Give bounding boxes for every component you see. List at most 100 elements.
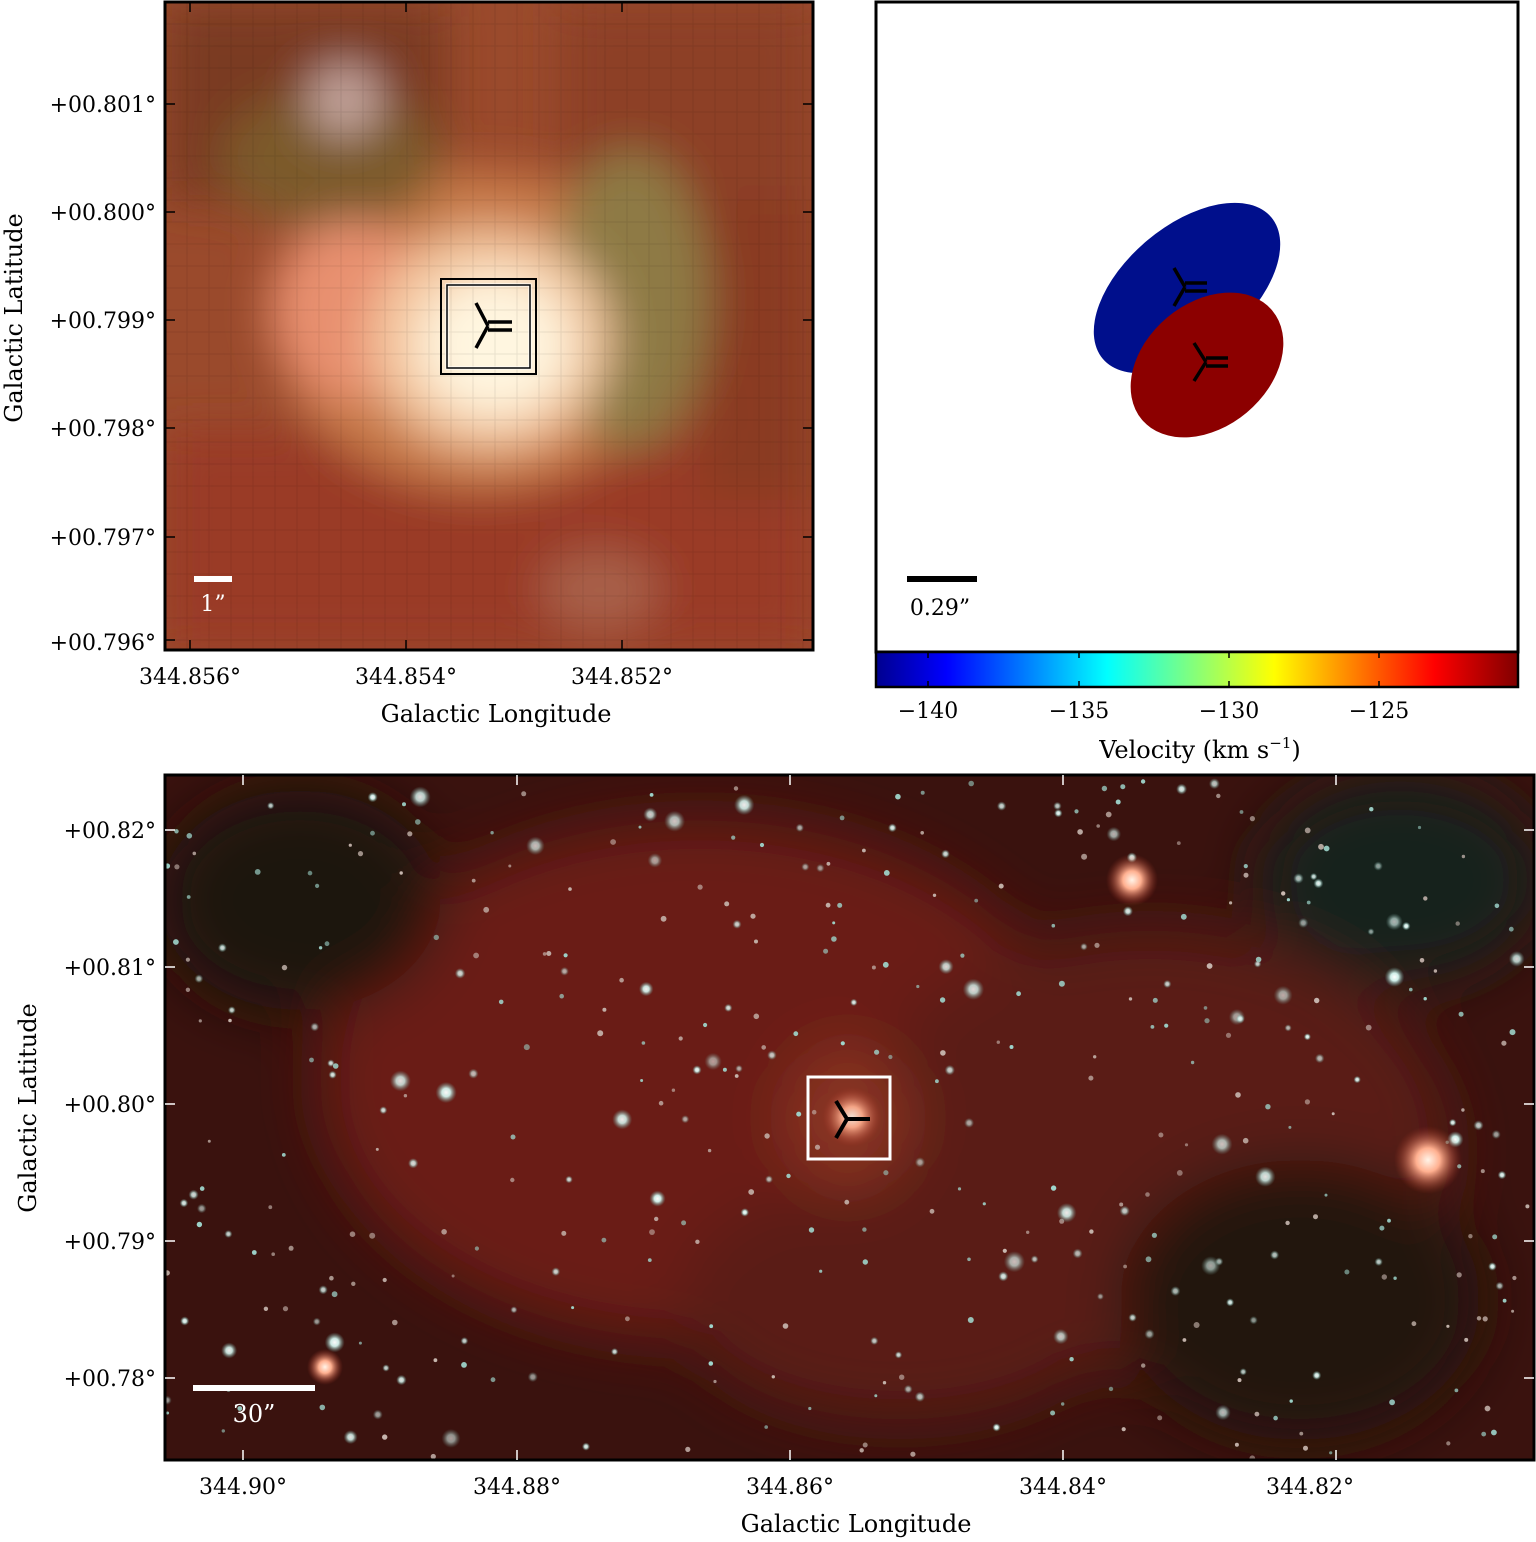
star: [1492, 1234, 1498, 1240]
colorbar-label-main: Velocity (km s: [1098, 736, 1269, 764]
star: [1270, 1250, 1280, 1260]
star: [831, 936, 837, 942]
star: [490, 831, 494, 835]
star: [473, 952, 479, 959]
star: [1190, 1060, 1195, 1065]
star: [1374, 1257, 1383, 1267]
star: [399, 871, 403, 875]
star: [1502, 1298, 1507, 1303]
star: [732, 919, 742, 929]
star: [1239, 810, 1244, 814]
star: [254, 869, 261, 875]
colorbar-ticklabels: −140 −135 −130 −125: [898, 699, 1409, 724]
star: [1089, 1229, 1094, 1234]
star: [967, 1317, 974, 1323]
ytick-label: +00.799°: [50, 309, 156, 334]
star: [1016, 991, 1021, 997]
star: [221, 1342, 238, 1359]
xtick-label: 344.86°: [746, 1475, 834, 1500]
star: [185, 987, 191, 992]
star: [733, 786, 739, 791]
star: [267, 802, 275, 810]
star: [1458, 1011, 1464, 1017]
star: [581, 1442, 591, 1451]
star: [1184, 1143, 1189, 1147]
star: [685, 1446, 691, 1452]
star: [759, 842, 765, 848]
star: [1152, 997, 1158, 1003]
star: [571, 1306, 575, 1310]
star: [1145, 1256, 1152, 1263]
star: [920, 831, 924, 835]
ytick-label: +00.82°: [64, 819, 156, 844]
star: [331, 1291, 338, 1298]
star: [369, 1232, 376, 1239]
star: [771, 1375, 775, 1379]
star: [1002, 1248, 1007, 1253]
star: [862, 848, 866, 853]
star: [795, 823, 804, 832]
star: [1141, 1363, 1146, 1368]
star: [382, 1277, 387, 1283]
star: [217, 943, 227, 953]
star: [1193, 1322, 1200, 1328]
star: [523, 1044, 530, 1051]
star: [761, 1045, 766, 1050]
bright-star: [1394, 1126, 1462, 1194]
star: [1094, 942, 1100, 948]
star: [454, 968, 466, 979]
star: [389, 1070, 411, 1092]
star: [640, 1079, 644, 1082]
ytick-label: +00.801°: [50, 93, 156, 118]
star: [597, 1030, 604, 1037]
star: [850, 998, 858, 1007]
star: [281, 964, 288, 971]
star: [192, 851, 197, 856]
star: [610, 839, 616, 845]
star: [941, 849, 950, 859]
star: [271, 1252, 276, 1256]
star: [1304, 1099, 1310, 1105]
top-left-yticks: +00.801° +00.800° +00.799° +00.798° +00.…: [50, 93, 156, 656]
star: [460, 1337, 469, 1345]
star: [1273, 985, 1293, 1005]
star: [748, 1189, 755, 1195]
star: [1481, 1431, 1487, 1437]
star: [358, 1341, 362, 1345]
star: [697, 884, 703, 890]
star: [1455, 921, 1460, 926]
star: [165, 1395, 172, 1405]
star: [957, 1187, 962, 1191]
star: [186, 895, 191, 899]
bottom-ylabel: Galactic Latitude: [14, 1003, 42, 1213]
xtick-label: 344.90°: [199, 1475, 287, 1500]
target-box-outer: [440, 278, 537, 375]
star: [1081, 853, 1088, 860]
star: [862, 1442, 868, 1448]
star: [960, 953, 965, 958]
star: [375, 1147, 379, 1151]
star: [1003, 1251, 1025, 1273]
star: [324, 1332, 345, 1353]
star: [709, 1324, 714, 1329]
star: [379, 1106, 388, 1115]
star: [654, 1216, 659, 1222]
star: [1387, 1218, 1391, 1223]
star: [793, 1031, 799, 1037]
top-right-velocity-panel: 0.29” −140 −135 −130 −125 Velocity (km s…: [874, 0, 1520, 764]
star: [490, 1377, 496, 1383]
star: [1061, 1402, 1065, 1406]
star: [1508, 926, 1514, 932]
star: [1508, 951, 1525, 967]
star: [1234, 1442, 1239, 1447]
star: [1151, 1232, 1157, 1238]
star: [1249, 1316, 1258, 1325]
star: [166, 1411, 170, 1415]
star: [474, 1246, 479, 1251]
star: [1243, 864, 1248, 869]
star: [1170, 1286, 1181, 1297]
star: [814, 1144, 821, 1150]
star: [664, 810, 686, 832]
star: [839, 815, 845, 821]
star: [625, 1316, 630, 1322]
